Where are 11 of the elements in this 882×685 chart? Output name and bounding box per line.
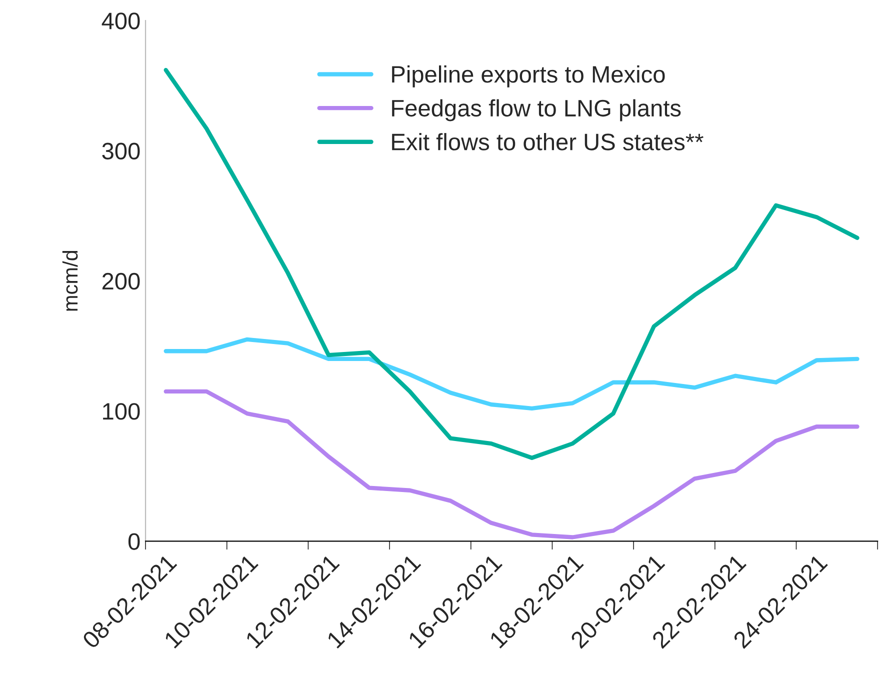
y-axis-title: mcm/d	[62, 250, 78, 311]
y-tick-label: 0	[128, 533, 140, 550]
y-tick-label: 300	[102, 142, 140, 160]
legend-label: Exit flows to other US states**	[392, 133, 704, 150]
line-series	[164, 337, 860, 410]
legend-label: Pipeline exports to Mexico	[392, 65, 665, 88]
y-tick-label: 200	[102, 272, 140, 290]
line-series	[164, 389, 860, 540]
y-tick-label: 400	[102, 12, 140, 30]
legend-label: Feedgas flow to LNG plants	[392, 99, 681, 122]
y-tick-label: 100	[103, 403, 140, 420]
